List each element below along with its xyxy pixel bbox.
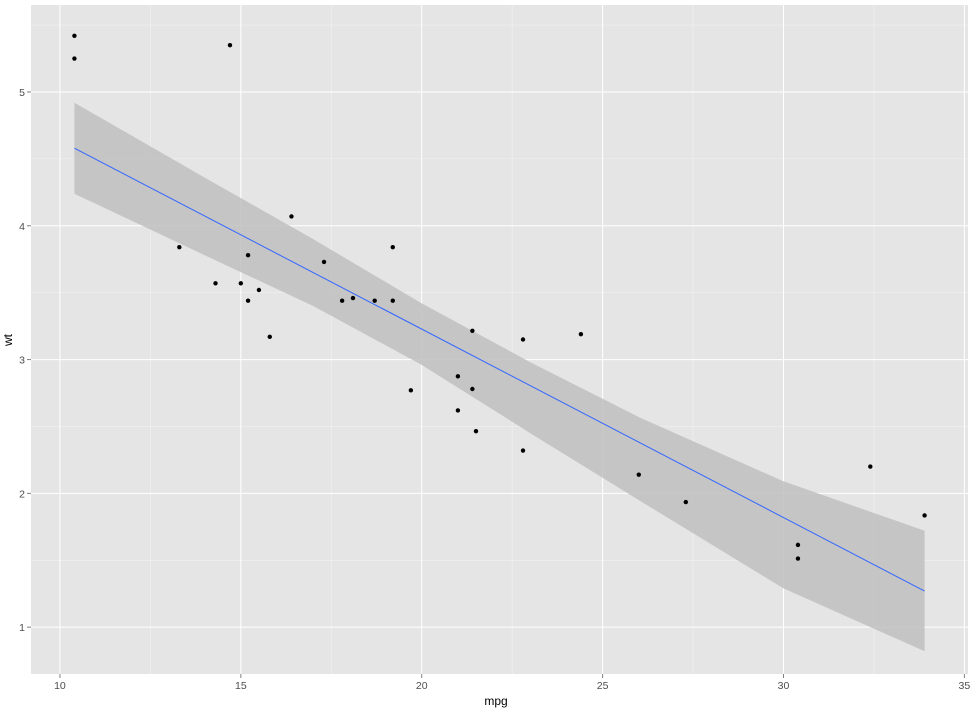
data-point bbox=[636, 472, 641, 477]
y-tick-label: 3 bbox=[19, 355, 25, 367]
y-tick-label: 2 bbox=[19, 488, 25, 500]
regression-line bbox=[74, 147, 925, 592]
y-tick-label: 4 bbox=[19, 221, 25, 233]
x-tick-label: 35 bbox=[959, 680, 971, 692]
data-point bbox=[267, 334, 272, 340]
x-axis: 10 15 20 25 30 35 bbox=[54, 674, 970, 692]
data-point bbox=[227, 42, 233, 48]
y-axis-title: wt bbox=[1, 333, 15, 347]
data-point bbox=[868, 464, 873, 469]
minor-gridlines bbox=[31, 5, 968, 674]
data-point bbox=[683, 499, 689, 505]
data-point bbox=[520, 448, 526, 453]
data-point bbox=[245, 298, 251, 303]
data-point bbox=[245, 253, 251, 258]
y-tick-label: 1 bbox=[19, 622, 25, 634]
data-point bbox=[238, 281, 244, 286]
data-point bbox=[795, 542, 801, 548]
data-point bbox=[455, 408, 461, 413]
x-tick-label: 30 bbox=[778, 680, 790, 692]
data-point bbox=[339, 298, 345, 303]
data-point bbox=[256, 287, 262, 293]
y-axis: 1 2 3 4 5 bbox=[19, 87, 31, 634]
data-point bbox=[177, 244, 182, 250]
data-point bbox=[213, 281, 218, 286]
x-tick-label: 10 bbox=[54, 680, 66, 692]
data-point bbox=[470, 328, 475, 334]
data-point bbox=[520, 337, 526, 342]
data-points bbox=[72, 33, 927, 561]
x-tick-label: 25 bbox=[597, 680, 609, 692]
y-tick-label: 5 bbox=[19, 87, 25, 99]
data-point bbox=[408, 388, 414, 393]
data-point bbox=[289, 214, 294, 219]
data-point bbox=[795, 556, 801, 561]
data-point bbox=[72, 33, 77, 38]
data-point bbox=[72, 56, 77, 61]
data-point bbox=[578, 331, 584, 337]
data-point bbox=[473, 428, 479, 434]
data-point bbox=[390, 298, 395, 303]
x-axis-title: mpg bbox=[484, 694, 507, 708]
data-point bbox=[372, 298, 377, 303]
x-tick-label: 15 bbox=[235, 680, 247, 692]
data-point bbox=[455, 374, 461, 379]
data-point bbox=[321, 259, 327, 265]
data-point bbox=[922, 513, 927, 518]
x-tick-label: 20 bbox=[416, 680, 428, 692]
data-point bbox=[470, 386, 475, 392]
data-point bbox=[390, 244, 395, 250]
data-point bbox=[350, 295, 356, 301]
confidence-band bbox=[74, 102, 925, 652]
